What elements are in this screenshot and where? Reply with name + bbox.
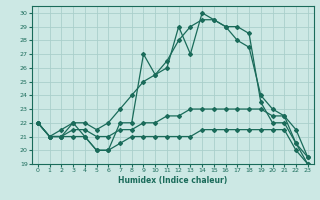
X-axis label: Humidex (Indice chaleur): Humidex (Indice chaleur): [118, 176, 228, 185]
